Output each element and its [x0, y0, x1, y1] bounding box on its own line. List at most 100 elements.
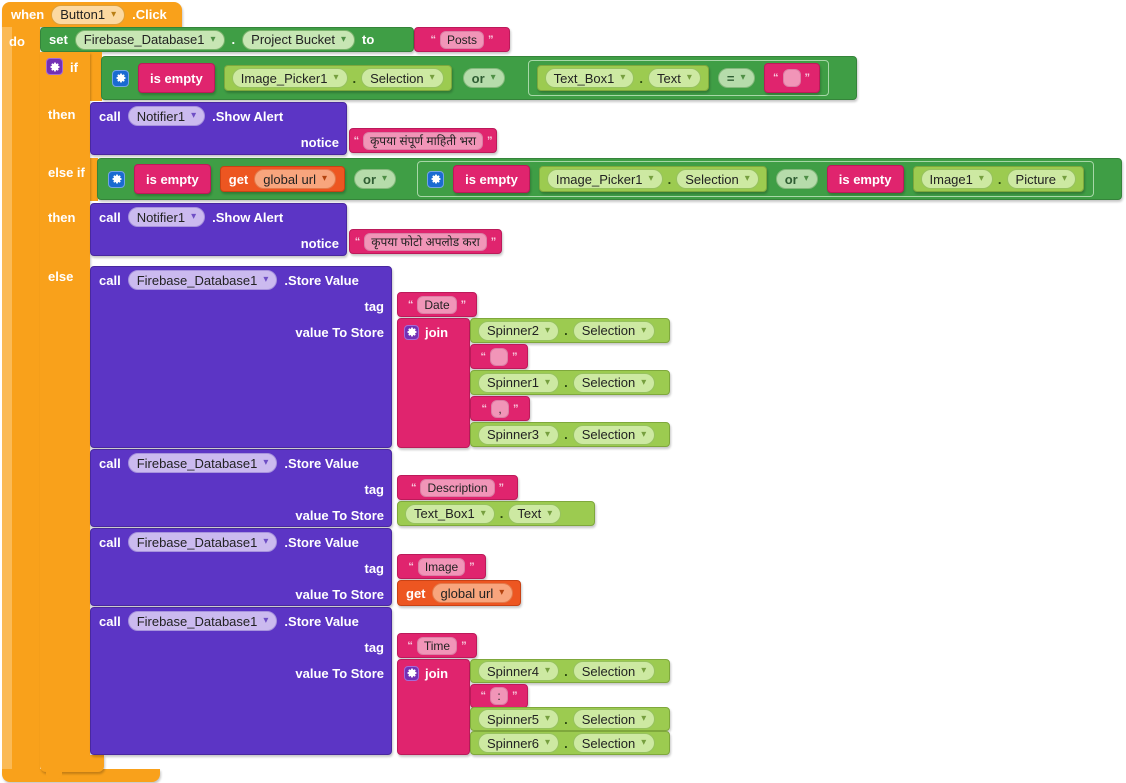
or-mutator-gear-icon[interactable] [427, 170, 445, 188]
text-string-block[interactable]: Image [397, 554, 486, 579]
component-getter-block[interactable]: Image_Picker1 . Selection [223, 65, 452, 91]
component-getter-block[interactable]: Text_Box1 . Text [536, 65, 709, 91]
store-value-block-time[interactable]: call Firebase_Database1 .Store Value tag… [90, 607, 392, 755]
property-dropdown[interactable]: Project Bucket [242, 29, 356, 50]
if-block-bottom-bar[interactable] [40, 755, 104, 772]
store-value-block-date[interactable]: call Firebase_Database1 .Store Value tag… [90, 266, 392, 448]
text-string-block[interactable]: : [470, 684, 528, 708]
or-logic-block-2[interactable]: is empty get global url or is empty Imag… [97, 158, 1122, 200]
get-variable-block[interactable]: get global url [397, 580, 521, 606]
component-getter-block[interactable]: Spinner1 . Selection [470, 370, 670, 395]
component-getter-block[interactable]: Spinner6 . Selection [470, 731, 670, 755]
nested-or-logic-block[interactable]: is empty Image_Picker1 . Selection or is… [417, 161, 1095, 197]
component-dropdown[interactable]: Spinner5 [478, 709, 560, 729]
component-dropdown[interactable]: Text_Box1 [405, 503, 495, 524]
string-value-field[interactable]: : [490, 687, 508, 705]
string-value-field[interactable]: Description [420, 478, 495, 497]
empty-string-block[interactable] [763, 63, 820, 93]
component-dropdown[interactable]: Spinner6 [478, 733, 560, 753]
string-value-field[interactable] [490, 347, 508, 366]
store-value-block-image[interactable]: call Firebase_Database1 .Store Value tag… [90, 528, 392, 606]
set-property-block[interactable]: set Firebase_Database1 . Project Bucket … [40, 27, 414, 52]
property-dropdown[interactable]: Selection [572, 372, 656, 393]
component-dropdown[interactable]: Firebase_Database1 [127, 532, 278, 552]
string-value-field[interactable]: , [491, 399, 509, 418]
variable-dropdown[interactable]: global url [431, 583, 514, 603]
string-value-field[interactable]: Date [417, 295, 457, 314]
or-logic-block-1[interactable]: is empty Image_Picker1 . Selection or Te… [101, 56, 857, 100]
string-value-field[interactable]: कृपया फोटो अपलोड करा [364, 232, 487, 251]
or-operator-dropdown[interactable]: or [354, 169, 397, 189]
text-string-block[interactable] [470, 344, 528, 369]
text-string-block[interactable]: Time [397, 633, 477, 658]
component-dropdown[interactable]: Spinner2 [478, 320, 560, 341]
component-dropdown[interactable]: Text_Box1 [544, 68, 635, 88]
component-dropdown[interactable]: Firebase_Database1 [127, 270, 278, 290]
or-mutator-gear-icon[interactable] [112, 69, 129, 87]
string-value-field[interactable]: Time [416, 636, 458, 655]
component-dropdown[interactable]: Spinner1 [478, 372, 560, 393]
component-dropdown[interactable]: Firebase_Database1 [127, 453, 278, 473]
component-dropdown[interactable]: Notifier1 [127, 106, 206, 126]
or-mutator-gear-icon[interactable] [108, 170, 125, 188]
property-dropdown[interactable]: Selection [676, 169, 759, 189]
join-mutator-gear-icon[interactable] [404, 665, 419, 681]
property-dropdown[interactable]: Selection [572, 320, 656, 341]
text-string-block[interactable]: कृपया फोटो अपलोड करा [349, 229, 502, 254]
when-event-block-header[interactable]: when Button1 .Click [2, 2, 182, 27]
is-empty-block[interactable]: is empty [138, 63, 215, 93]
component-dropdown[interactable]: Image_Picker1 [231, 68, 348, 88]
text-string-block[interactable]: , [470, 396, 530, 421]
component-dropdown[interactable]: Spinner3 [478, 424, 560, 445]
property-dropdown[interactable]: Text [508, 503, 562, 524]
call-notifier-block[interactable]: call Notifier1 .Show Alert notice [90, 203, 347, 256]
component-dropdown[interactable]: Firebase_Database1 [127, 611, 278, 631]
store-value-block-description[interactable]: call Firebase_Database1 .Store Value tag… [90, 449, 392, 527]
variable-dropdown[interactable]: global url [254, 169, 337, 189]
equals-operator-dropdown[interactable]: = [717, 68, 755, 88]
text-string-block[interactable]: कृपया संपूर्ण माहिती भरा [349, 128, 497, 153]
string-value-field[interactable]: Image [417, 557, 466, 576]
string-value-field[interactable]: Posts [439, 30, 484, 49]
when-block-left-column[interactable]: do [2, 27, 40, 770]
property-dropdown[interactable]: Selection [572, 424, 656, 445]
or-operator-dropdown[interactable]: or [462, 68, 505, 88]
component-dropdown[interactable]: Image1 [920, 169, 993, 189]
component-getter-block[interactable]: Spinner2 . Selection [470, 318, 670, 343]
component-getter-block[interactable]: Image_Picker1 . Selection [538, 166, 767, 192]
event-component-dropdown[interactable]: Button1 [51, 4, 126, 25]
call-notifier-block[interactable]: call Notifier1 .Show Alert notice [90, 102, 347, 155]
join-mutator-gear-icon[interactable] [404, 324, 419, 340]
component-dropdown[interactable]: Firebase_Database1 [74, 29, 225, 50]
is-empty-block[interactable]: is empty [453, 165, 530, 193]
component-getter-block[interactable]: Spinner5 . Selection [470, 707, 670, 731]
component-getter-block[interactable]: Spinner3 . Selection [470, 422, 670, 447]
is-empty-block[interactable]: is empty [826, 165, 904, 193]
text-string-block[interactable]: Posts [414, 27, 510, 52]
property-dropdown[interactable]: Selection [572, 661, 656, 681]
component-dropdown[interactable]: Spinner4 [478, 661, 560, 681]
component-getter-block[interactable]: Text_Box1 . Text [397, 501, 595, 526]
join-text-block[interactable]: join [397, 318, 470, 448]
text-string-block[interactable]: Date [397, 292, 477, 317]
property-dropdown[interactable]: Picture [1006, 169, 1077, 189]
when-block-bottom-bar[interactable] [2, 769, 160, 782]
join-text-block[interactable]: join [397, 659, 470, 755]
text-string-block[interactable]: Description [397, 475, 518, 500]
if-mutator-gear-icon[interactable] [46, 58, 63, 75]
component-getter-block[interactable]: Spinner4 . Selection [470, 659, 670, 683]
property-dropdown[interactable]: Selection [572, 733, 656, 753]
get-variable-block[interactable]: get global url [219, 166, 346, 192]
property-dropdown[interactable]: Selection [361, 68, 444, 88]
if-block-left-column[interactable] [40, 52, 90, 755]
string-value-field[interactable] [782, 69, 801, 87]
component-getter-block[interactable]: Image1 . Picture [912, 166, 1085, 192]
or-operator-dropdown[interactable]: or [775, 169, 818, 189]
equals-compare-block[interactable]: Text_Box1 . Text = [527, 60, 829, 96]
is-empty-block[interactable]: is empty [134, 164, 211, 194]
property-dropdown[interactable]: Selection [572, 709, 656, 729]
component-dropdown[interactable]: Notifier1 [127, 207, 206, 227]
component-dropdown[interactable]: Image_Picker1 [546, 169, 663, 189]
string-value-field[interactable]: कृपया संपूर्ण माहिती भरा [363, 131, 483, 150]
